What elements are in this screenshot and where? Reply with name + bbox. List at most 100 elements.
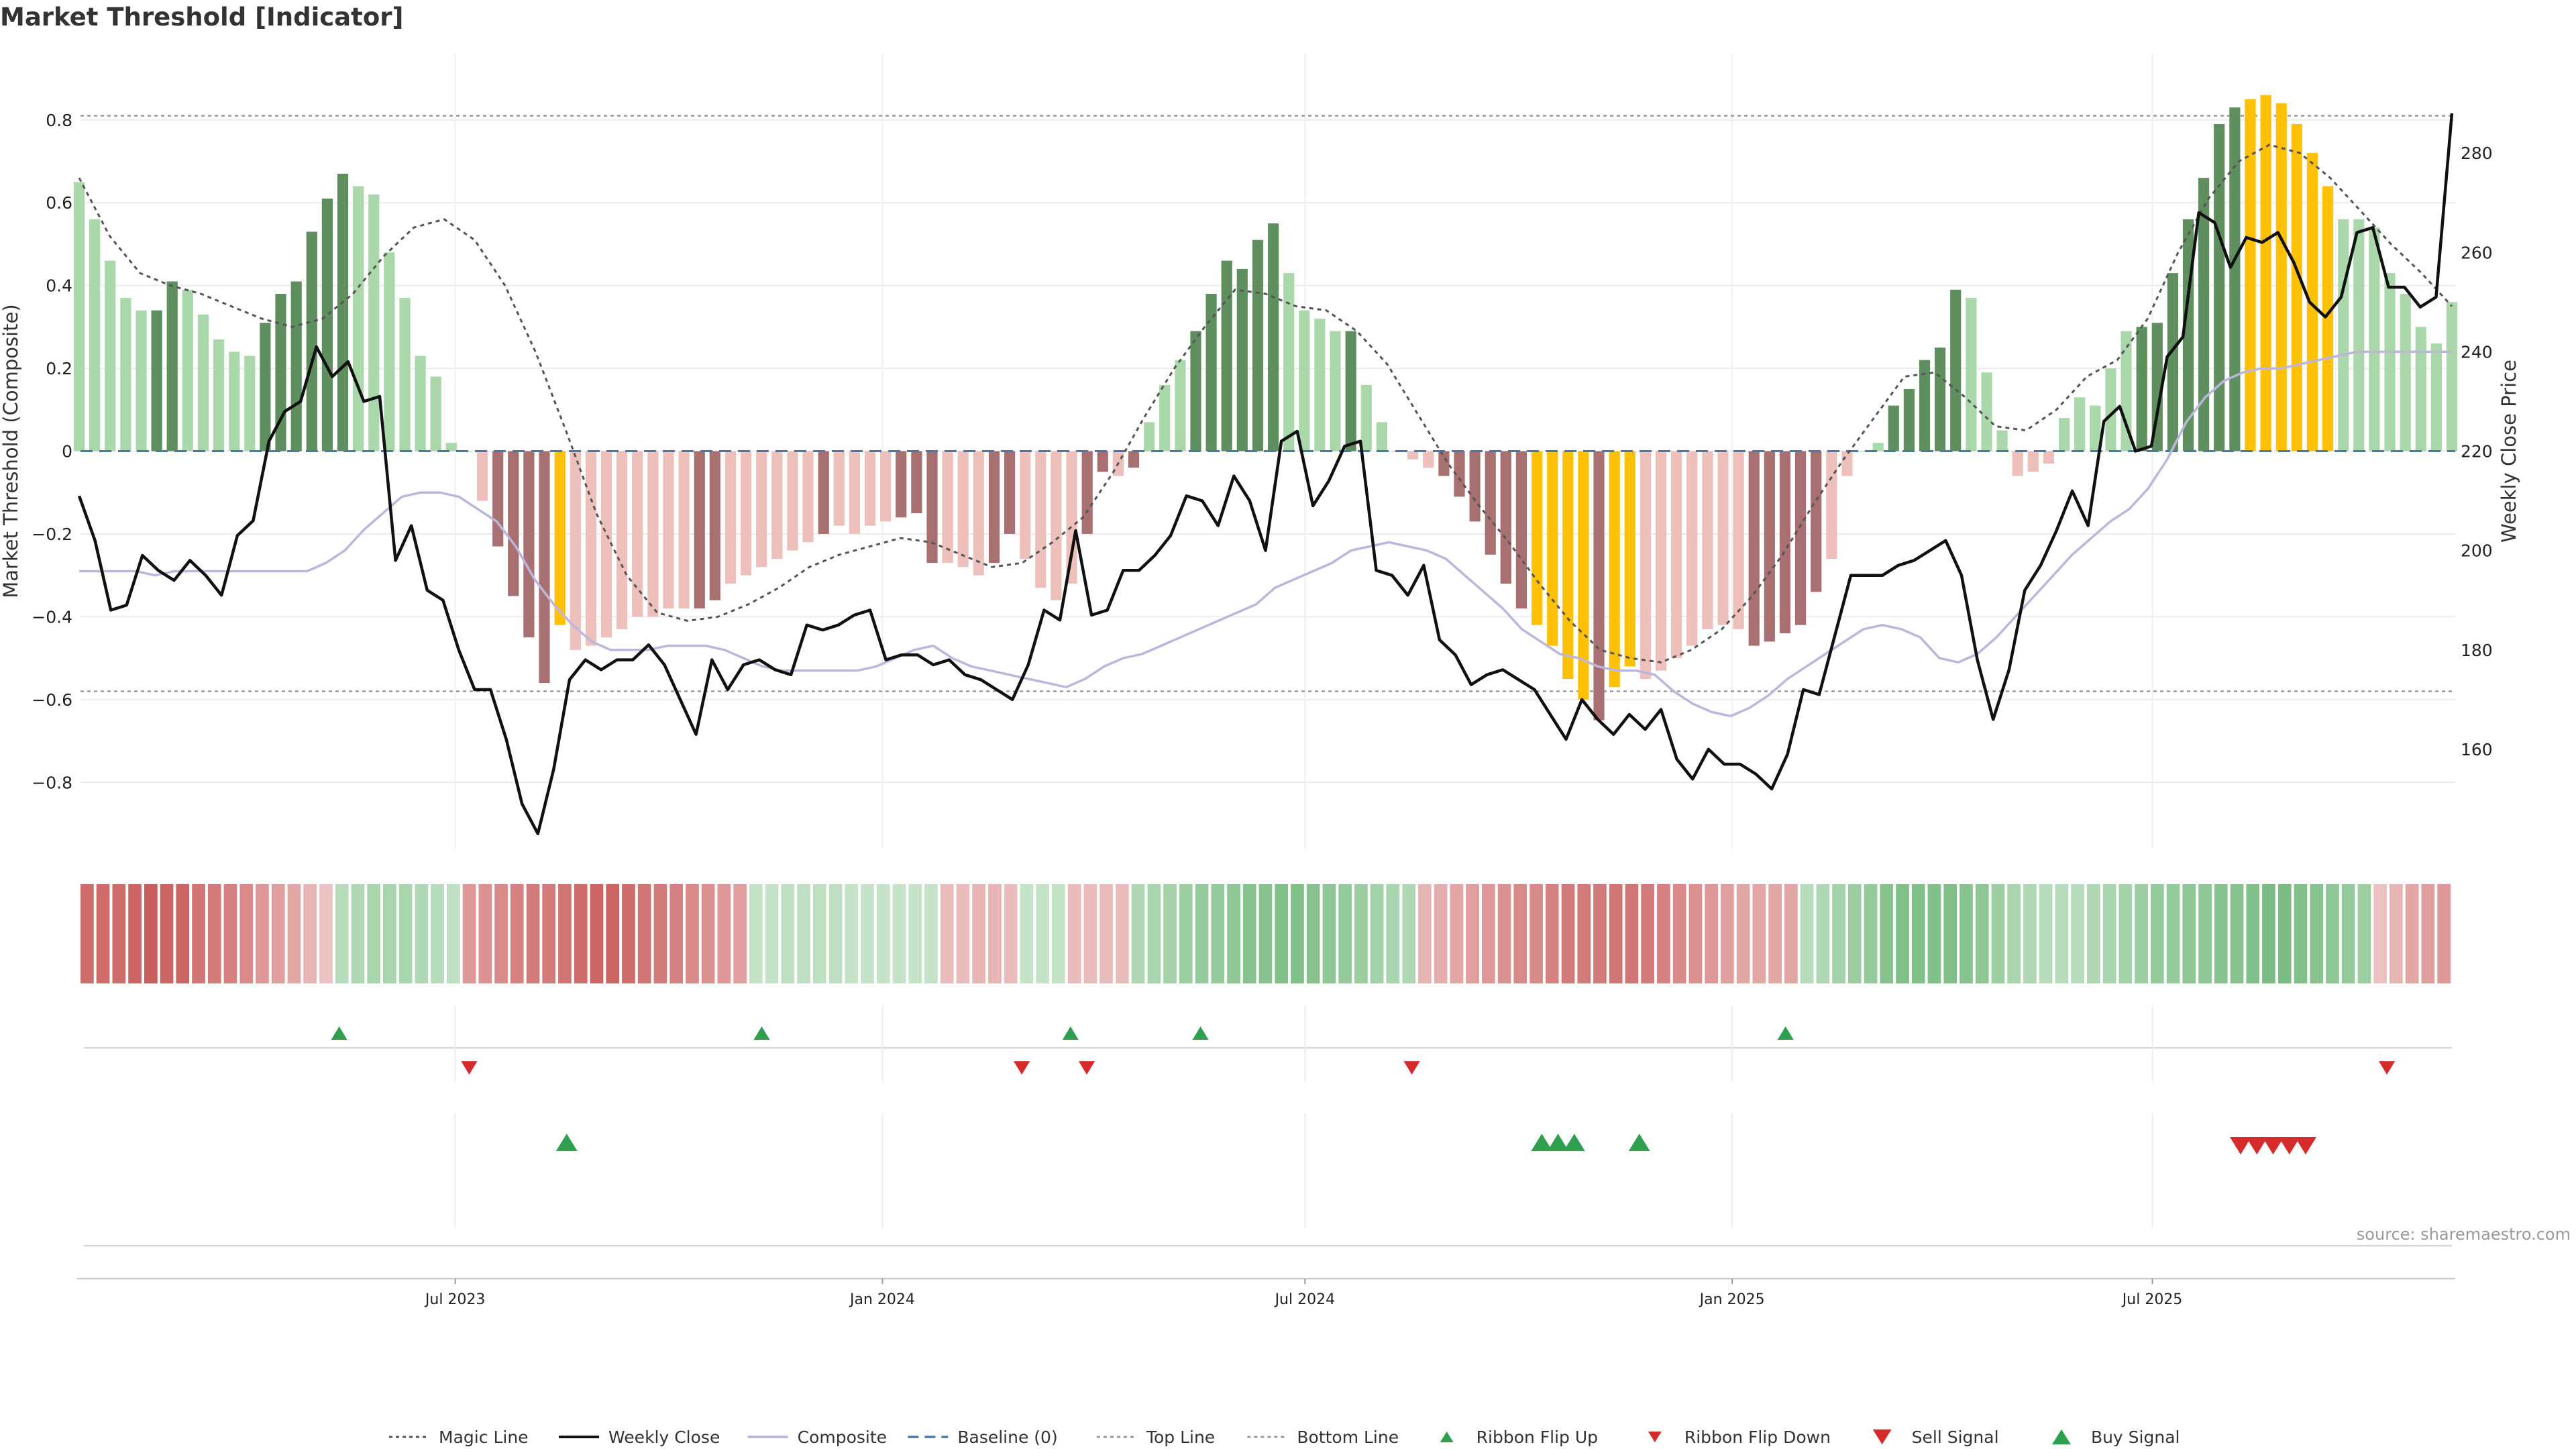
- composite-bar: [290, 281, 302, 451]
- ribbon-cell: [813, 884, 826, 983]
- composite-bar: [585, 451, 596, 646]
- composite-bar: [213, 339, 225, 451]
- ribbon-cell: [1975, 884, 1989, 983]
- ribbon-cell: [1450, 884, 1464, 983]
- composite-bar: [1097, 451, 1108, 472]
- ribbon-cell: [1434, 884, 1448, 983]
- ribbon-cell: [2357, 884, 2371, 983]
- legend-item: Magic Line: [389, 1428, 529, 1447]
- composite-bar: [1671, 451, 1682, 659]
- composite-bar: [1826, 451, 1837, 559]
- ribbon-cell: [1497, 884, 1511, 983]
- composite-bar: [2446, 302, 2458, 451]
- legend-swatch: [1440, 1432, 1454, 1442]
- composite-bar: [1438, 451, 1450, 476]
- y-left-axis-label: Market Threshold (Composite): [0, 304, 22, 598]
- buy-signal-marker: [1531, 1134, 1553, 1151]
- ribbon-cell: [765, 884, 779, 983]
- ribbon-flip-up-marker: [1777, 1026, 1794, 1040]
- ribbon-cell: [80, 884, 94, 983]
- ribbon-cell: [828, 884, 843, 983]
- composite-bars: [73, 95, 2458, 720]
- composite-bar: [942, 451, 953, 564]
- composite-bar: [1717, 451, 1729, 625]
- composite-bar: [1764, 451, 1775, 642]
- ribbon-cell: [892, 884, 906, 983]
- ribbon-flip-down-marker: [2379, 1061, 2396, 1075]
- y-right-tick-label: 260: [2461, 243, 2493, 262]
- composite-bar: [1981, 372, 1992, 451]
- composite-bar: [136, 310, 147, 451]
- y-left-tick-label: 0: [62, 442, 72, 462]
- composite-bar: [2353, 219, 2365, 451]
- ribbon-cell: [653, 884, 667, 983]
- y-left-tick-label: 0.8: [46, 111, 72, 130]
- composite-bar: [151, 310, 162, 451]
- ribbon-cell: [1258, 884, 1273, 983]
- ribbon-cell: [1083, 884, 1097, 983]
- ribbon-cell: [494, 884, 508, 983]
- x-tick-label: Jan 2025: [1699, 1291, 1765, 1308]
- composite-bar: [864, 451, 876, 526]
- sell-signal-marker: [2262, 1137, 2284, 1155]
- ribbon-cell: [462, 884, 476, 983]
- composite-bar: [2229, 107, 2241, 451]
- legend-item: Weekly Close: [559, 1428, 720, 1447]
- composite-bar: [1051, 451, 1062, 600]
- regime-ribbon: [80, 884, 2451, 983]
- ribbon-cell: [1625, 884, 1639, 983]
- composite-bar: [632, 451, 643, 617]
- ribbon-cell: [1227, 884, 1240, 983]
- ribbon-cell: [542, 884, 556, 983]
- ribbon-cell: [1927, 884, 1941, 983]
- ribbon-cell: [223, 884, 237, 983]
- ribbon-cell: [1896, 884, 1909, 983]
- ribbon-cell: [526, 884, 540, 983]
- ribbon-cell: [2405, 884, 2419, 983]
- composite-bar: [492, 451, 504, 547]
- ribbon-cell: [447, 884, 460, 983]
- y-right-tick-label: 240: [2461, 342, 2493, 362]
- ribbon-cell: [590, 884, 604, 983]
- ribbon-cell: [1784, 884, 1798, 983]
- composite-bar: [1655, 451, 1667, 671]
- ribbon-cell: [2198, 884, 2212, 983]
- sell-signal-marker: [2246, 1137, 2268, 1155]
- legend-item: Ribbon Flip Down: [1648, 1428, 1831, 1447]
- composite-line: [79, 350, 2452, 718]
- composite-bar: [600, 451, 612, 638]
- composite-bar: [1205, 294, 1217, 451]
- ribbon-cell: [861, 884, 874, 983]
- composite-bar: [694, 451, 705, 608]
- ribbon-cell: [2341, 884, 2355, 983]
- composite-bar: [741, 451, 752, 576]
- ribbon-cell: [2390, 884, 2403, 983]
- composite-bar: [1935, 347, 1946, 451]
- composite-bar: [1919, 360, 1931, 451]
- composite-bar: [2415, 327, 2426, 451]
- legend-item: Ribbon Flip Up: [1440, 1428, 1598, 1447]
- composite-bar: [2245, 99, 2256, 451]
- ribbon-cell: [2135, 884, 2148, 983]
- ribbon-cell: [1752, 884, 1766, 983]
- legend-label: Top Line: [1146, 1428, 1215, 1447]
- composite-bar: [1221, 260, 1232, 451]
- ribbon-cell: [1163, 884, 1177, 983]
- ribbon-cell: [128, 884, 142, 983]
- composite-bar: [1686, 451, 1698, 646]
- composite-bar: [802, 451, 814, 543]
- composite-bar: [166, 281, 178, 451]
- legend-label: Weekly Close: [608, 1428, 720, 1447]
- composite-bar: [1733, 451, 1744, 629]
- legend-label: Sell Signal: [1912, 1428, 1999, 1447]
- composite-bar: [2027, 451, 2039, 472]
- composite-bar: [1966, 298, 1977, 451]
- composite-bar: [988, 451, 1000, 564]
- composite-bar: [1857, 451, 1868, 452]
- y-left-tick-label: −0.4: [32, 607, 72, 627]
- ribbon-cell: [192, 884, 205, 983]
- composite-bar: [2306, 153, 2318, 451]
- composite-bar: [2136, 327, 2147, 451]
- composite-bar: [430, 376, 441, 451]
- ribbon-cell: [2294, 884, 2308, 983]
